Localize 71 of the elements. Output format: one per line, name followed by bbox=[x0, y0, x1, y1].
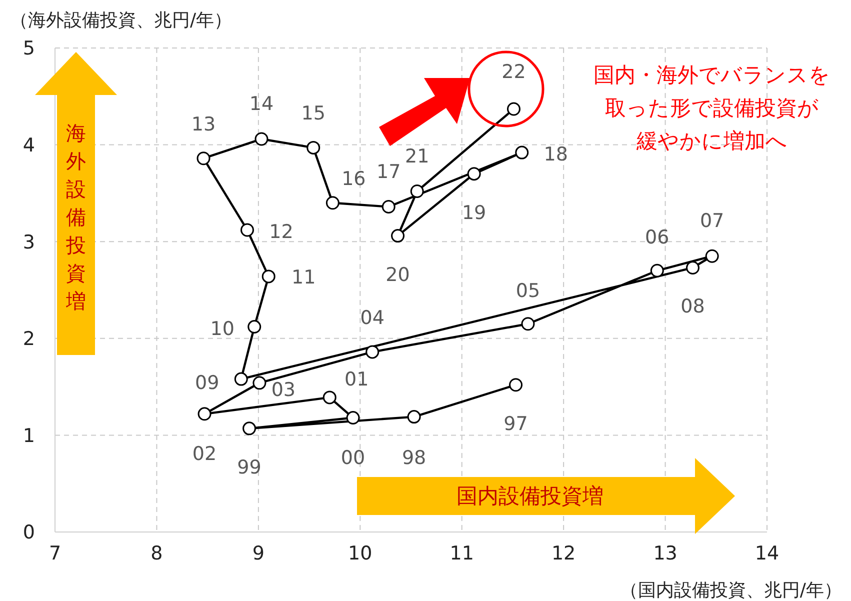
annotation: 97 bbox=[504, 412, 528, 435]
point bbox=[521, 317, 535, 331]
annotation: 07 bbox=[700, 210, 724, 232]
point bbox=[467, 167, 481, 181]
x-tick-label: 8 bbox=[150, 542, 163, 564]
point bbox=[254, 132, 268, 146]
point bbox=[306, 140, 320, 154]
point bbox=[515, 146, 529, 160]
annotation: 11 bbox=[292, 266, 316, 288]
x-tick-label: 13 bbox=[653, 542, 678, 564]
point bbox=[326, 196, 340, 210]
annotation: 09 bbox=[195, 372, 220, 394]
annotation: 10 bbox=[210, 318, 234, 340]
annotation: 20 bbox=[386, 264, 410, 286]
annotation: 17 bbox=[376, 160, 401, 183]
point bbox=[198, 407, 212, 421]
point bbox=[382, 200, 396, 214]
x-tick-label: 7 bbox=[48, 542, 62, 564]
y-tick-label: 3 bbox=[22, 231, 35, 254]
annotation: 13 bbox=[191, 113, 216, 136]
x-tick-label: 9 bbox=[252, 542, 264, 564]
point bbox=[196, 152, 210, 166]
point bbox=[242, 422, 256, 436]
y-axis-title: （海外設備投資、兆円/年） bbox=[10, 10, 232, 31]
y-tick-label: 1 bbox=[22, 424, 35, 447]
annotation: 21 bbox=[405, 145, 430, 168]
point bbox=[506, 102, 520, 116]
point bbox=[705, 249, 719, 263]
point bbox=[391, 229, 405, 243]
annotation: 03 bbox=[271, 378, 296, 401]
x-tick-label: 14 bbox=[754, 542, 780, 564]
point bbox=[509, 378, 523, 392]
annotation: 06 bbox=[645, 226, 670, 249]
point bbox=[240, 223, 254, 237]
annotation: 19 bbox=[462, 202, 486, 224]
annotation: 08 bbox=[680, 296, 705, 318]
x-tick-label: 12 bbox=[551, 542, 576, 564]
y-tick-label: 2 bbox=[22, 328, 35, 350]
point bbox=[262, 270, 276, 284]
annotation: 04 bbox=[360, 306, 384, 329]
annotation: 02 bbox=[192, 442, 217, 465]
annotation: 01 bbox=[344, 368, 369, 390]
annotation: 18 bbox=[544, 144, 568, 166]
point bbox=[248, 320, 262, 334]
annotation: 98 bbox=[402, 446, 426, 469]
annotation: 99 bbox=[237, 456, 262, 478]
y-tick-label: 0 bbox=[22, 522, 35, 544]
point bbox=[410, 184, 424, 198]
annotation: 海外設備投資増 bbox=[65, 121, 86, 313]
annotation: 05 bbox=[516, 280, 540, 302]
x-tick-label: 10 bbox=[348, 542, 372, 564]
annotation: 14 bbox=[249, 92, 274, 115]
point bbox=[366, 345, 380, 359]
annotation: 16 bbox=[342, 168, 366, 190]
annotation: 国内設備投資増 bbox=[456, 484, 604, 508]
point bbox=[346, 411, 360, 425]
annotation: 国内・海外でバランスを取った形で設備投資が緩やかに増加へ bbox=[594, 63, 830, 153]
point bbox=[686, 260, 700, 274]
annotation: 12 bbox=[269, 220, 294, 243]
point bbox=[252, 376, 266, 390]
annotation: 22 bbox=[502, 60, 526, 83]
y-tick-label: 5 bbox=[22, 38, 35, 60]
y-tick-label: 4 bbox=[22, 134, 35, 157]
point bbox=[650, 264, 664, 278]
x-tick-label: 11 bbox=[450, 542, 474, 564]
point bbox=[407, 410, 421, 424]
x-axis-title: （国内設備投資、兆円/年） bbox=[620, 580, 842, 601]
annotation: 00 bbox=[340, 446, 366, 469]
point bbox=[234, 372, 248, 386]
annotation: 15 bbox=[301, 102, 326, 125]
point bbox=[322, 390, 336, 404]
